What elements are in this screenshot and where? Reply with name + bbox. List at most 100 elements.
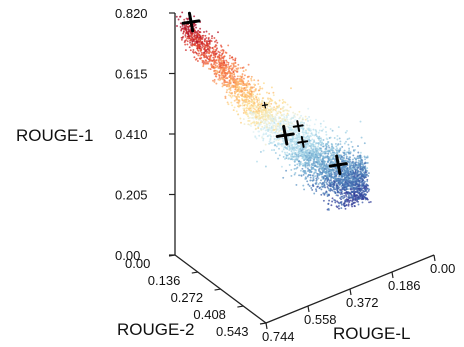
scatter-point bbox=[201, 46, 204, 49]
tick-mark bbox=[307, 305, 310, 313]
scatter-point bbox=[359, 193, 362, 196]
scatter-point bbox=[189, 37, 192, 40]
scatter-point bbox=[264, 116, 267, 119]
scatter-point bbox=[334, 167, 337, 170]
scatter-point bbox=[233, 73, 236, 75]
scatter-point bbox=[336, 187, 339, 190]
scatter-point bbox=[346, 200, 349, 203]
scatter-point bbox=[351, 181, 354, 184]
scatter-point bbox=[276, 124, 279, 127]
scatter-point bbox=[227, 94, 230, 97]
scatter-point bbox=[196, 42, 198, 45]
scatter-point bbox=[293, 155, 296, 158]
scatter-point bbox=[312, 167, 315, 170]
scatter-point bbox=[274, 125, 277, 128]
scatter-point bbox=[328, 199, 331, 202]
scatter-point bbox=[237, 67, 240, 70]
scatter-point bbox=[290, 168, 293, 171]
scatter-point bbox=[224, 74, 227, 77]
scatter-point bbox=[344, 179, 347, 182]
scatter-point bbox=[214, 55, 217, 58]
scatter-point bbox=[327, 144, 330, 147]
scatter-point bbox=[209, 54, 212, 57]
scatter-point bbox=[346, 167, 349, 170]
scatter-point bbox=[192, 51, 195, 54]
scatter-point bbox=[301, 148, 304, 151]
scatter-point bbox=[292, 140, 295, 143]
scatter-point bbox=[333, 137, 336, 139]
scatter-point bbox=[359, 157, 362, 160]
scatter-point bbox=[220, 66, 223, 69]
scatter-point bbox=[346, 188, 349, 191]
tick-mark bbox=[237, 305, 244, 308]
scatter-point bbox=[283, 109, 286, 112]
scatter-point bbox=[179, 22, 182, 25]
scatter-point bbox=[175, 15, 178, 18]
marker-stroke bbox=[296, 120, 301, 132]
scatter-point bbox=[309, 135, 312, 138]
scatter-point bbox=[345, 204, 348, 206]
scatter-point bbox=[351, 186, 354, 189]
scatter-point bbox=[214, 61, 217, 64]
scatter-point bbox=[305, 123, 308, 126]
scatter-point bbox=[359, 170, 361, 173]
scatter-point bbox=[268, 140, 271, 143]
scatter-point bbox=[314, 143, 317, 146]
scatter-point bbox=[330, 177, 333, 180]
scatter-point bbox=[363, 155, 366, 158]
scatter-point bbox=[176, 25, 178, 27]
scatter-point bbox=[319, 152, 322, 155]
scatter-point bbox=[327, 167, 329, 170]
scatter-point bbox=[304, 176, 307, 179]
scatter-point bbox=[340, 195, 343, 198]
scatter-point bbox=[352, 167, 355, 170]
scatter-point bbox=[308, 168, 311, 171]
scatter-point bbox=[359, 194, 362, 197]
scatter-point bbox=[225, 65, 228, 68]
scatter-point bbox=[197, 33, 200, 36]
scatter-point bbox=[363, 180, 366, 183]
scatter-point bbox=[209, 46, 212, 49]
scatter-point bbox=[323, 174, 326, 177]
tick-label: 0.820 bbox=[115, 6, 148, 21]
scatter-point bbox=[298, 133, 300, 136]
scatter-point bbox=[312, 143, 314, 146]
scatter-point bbox=[239, 117, 242, 120]
scatter-point bbox=[236, 101, 239, 104]
scatter-point bbox=[282, 100, 285, 103]
scatter-point bbox=[318, 161, 321, 163]
scatter-point bbox=[308, 152, 311, 155]
scatter-point bbox=[226, 89, 229, 91]
scatter-point bbox=[269, 108, 272, 111]
scatter-point bbox=[267, 98, 270, 101]
scatter-point bbox=[242, 111, 245, 114]
scatter-point bbox=[278, 99, 281, 102]
scatter-point bbox=[326, 143, 329, 146]
scatter-point bbox=[350, 140, 353, 143]
scatter-point bbox=[334, 148, 337, 151]
scatter-point bbox=[262, 137, 265, 140]
scatter-point bbox=[358, 183, 360, 186]
scatter-point bbox=[361, 167, 364, 170]
scatter-point bbox=[306, 158, 309, 161]
scatter-point bbox=[357, 161, 360, 164]
scatter-point bbox=[343, 192, 346, 195]
scatter-point bbox=[287, 120, 289, 123]
scatter-point bbox=[298, 174, 301, 177]
scatter-point bbox=[205, 61, 208, 63]
scatter-point bbox=[257, 97, 260, 100]
scatter-point bbox=[320, 179, 322, 182]
scatter-point bbox=[249, 88, 251, 91]
scatter-point bbox=[295, 135, 298, 138]
scatter-point bbox=[235, 86, 237, 89]
scatter-point bbox=[366, 178, 369, 181]
scatter-point bbox=[218, 71, 221, 74]
scatter-point bbox=[317, 183, 320, 186]
scatter-point bbox=[264, 129, 267, 132]
scatter-point bbox=[250, 75, 253, 78]
scatter-point bbox=[324, 167, 327, 170]
scatter-point bbox=[328, 173, 331, 176]
scatter-point bbox=[329, 148, 332, 151]
scatter-point bbox=[319, 165, 322, 168]
scatter-point bbox=[347, 196, 350, 199]
